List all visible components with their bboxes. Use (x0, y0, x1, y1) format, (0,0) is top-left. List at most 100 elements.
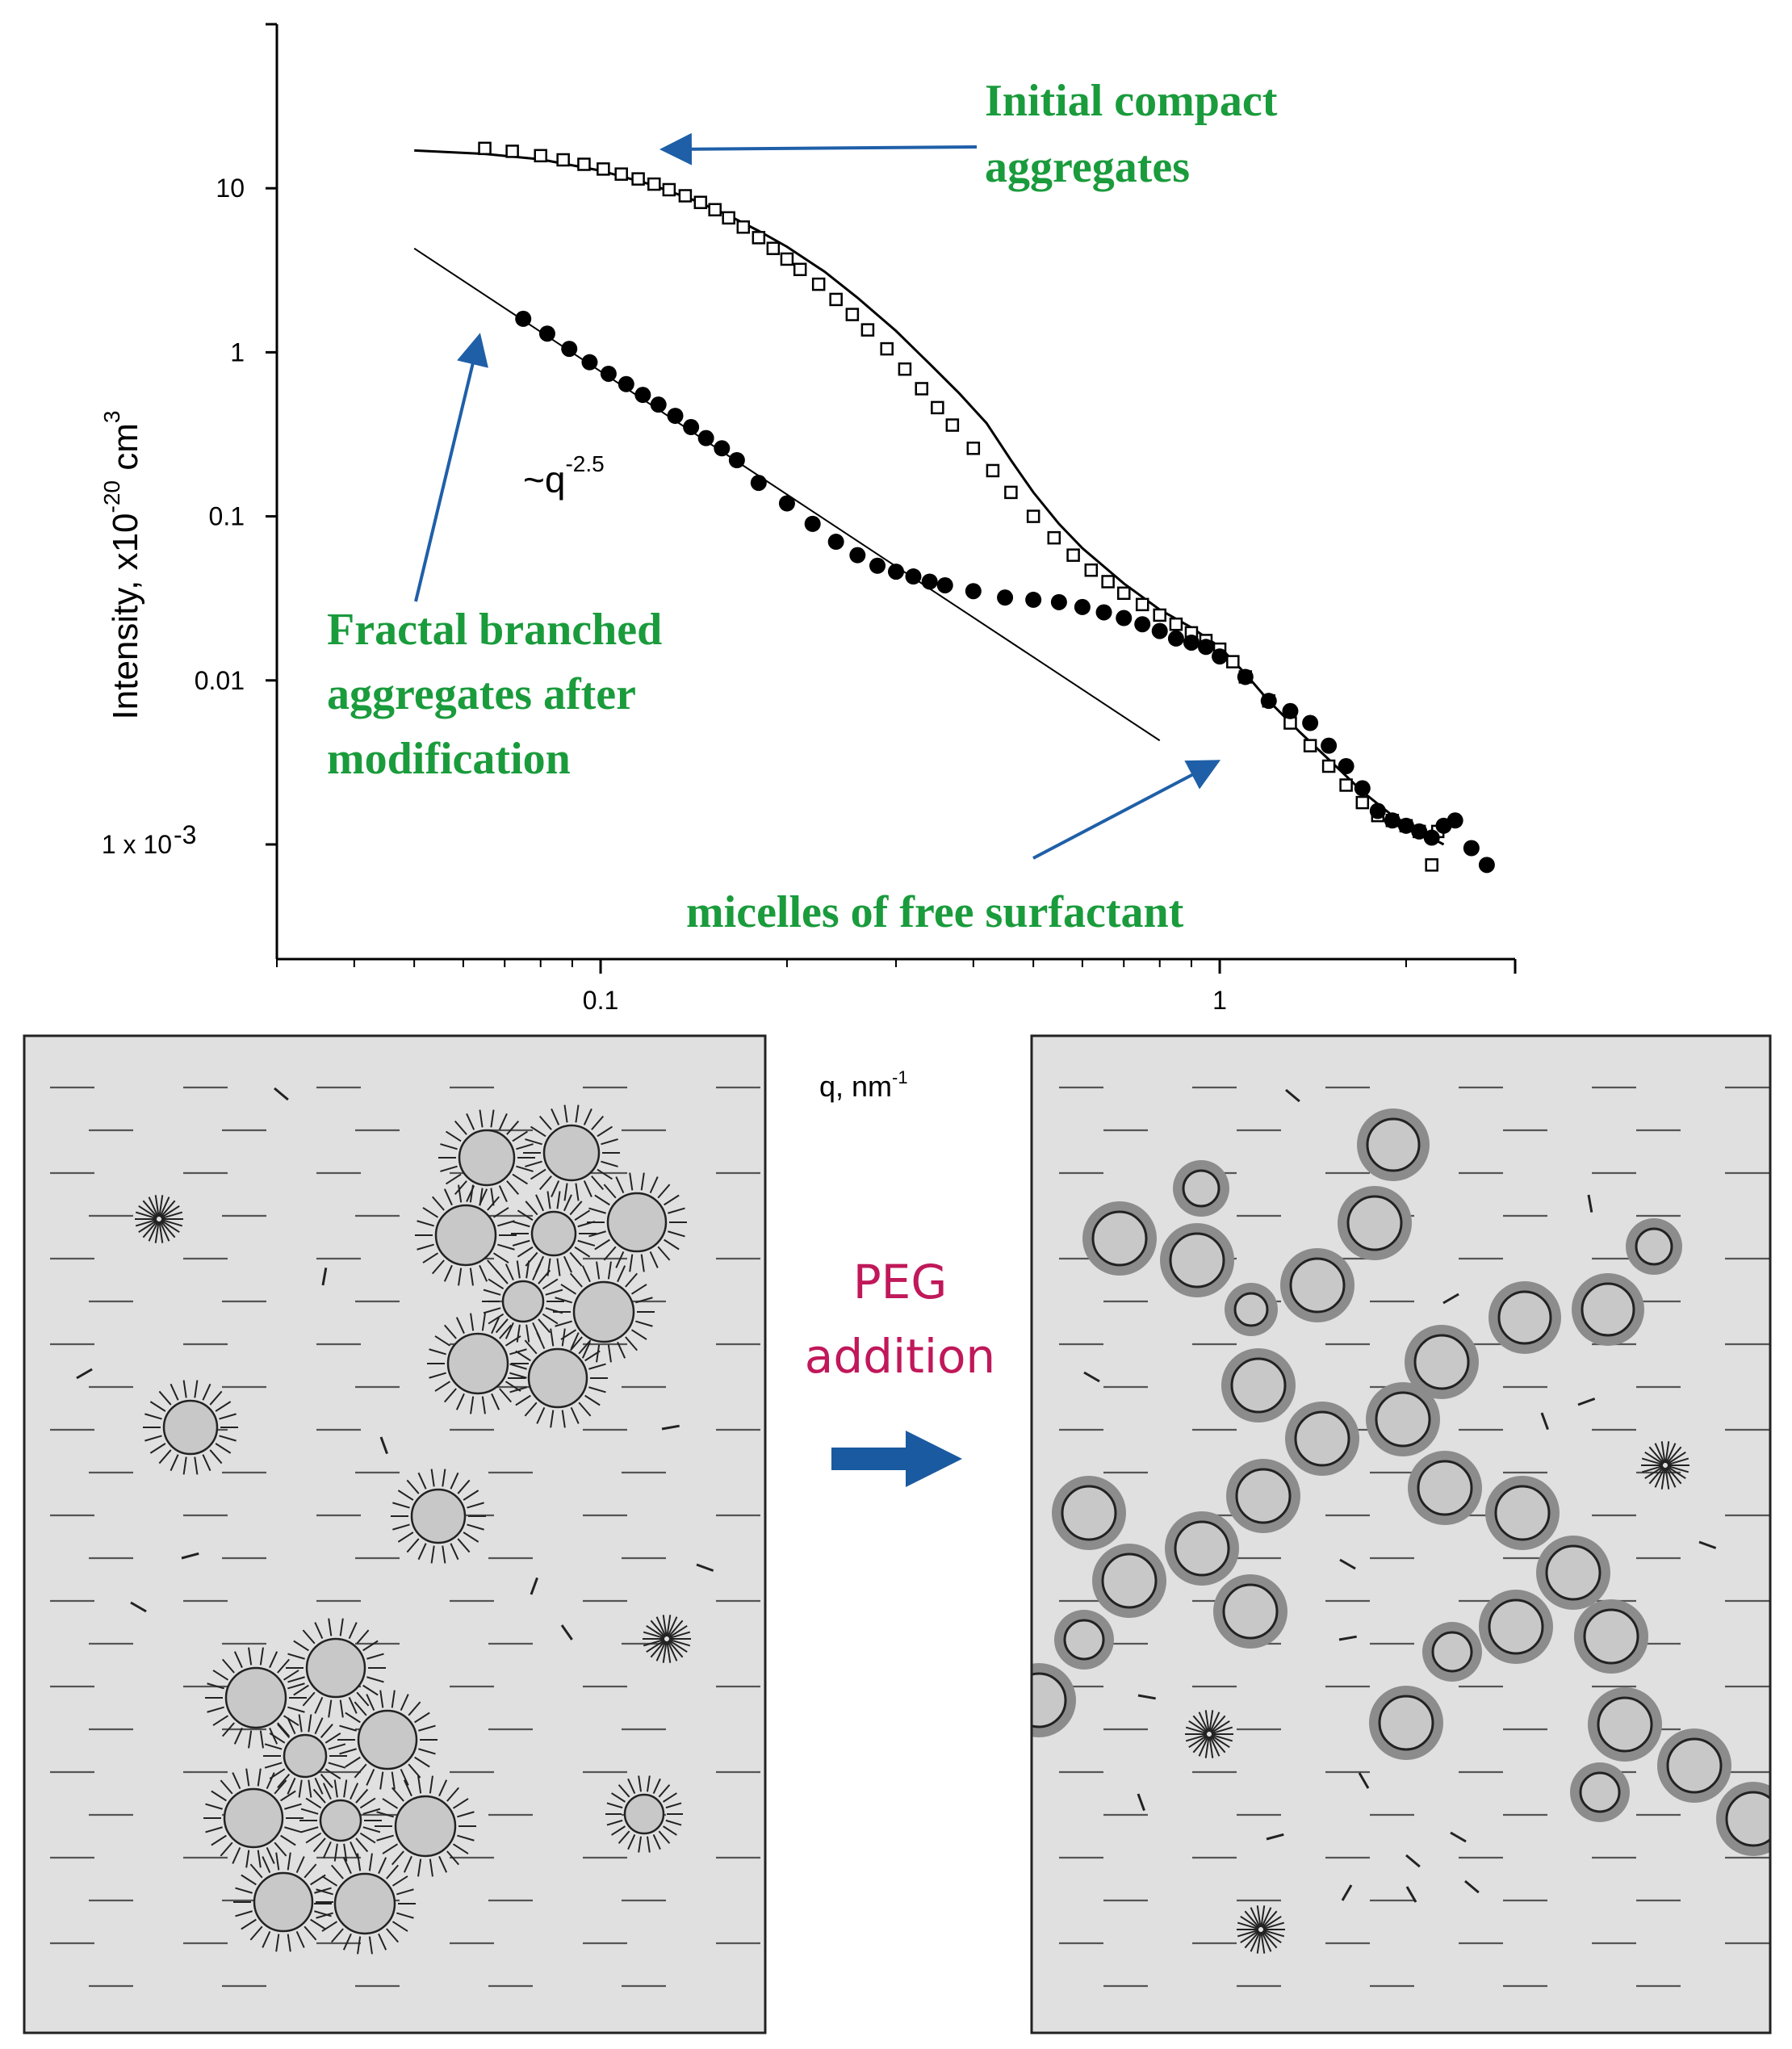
peg-coated-particle (1225, 1283, 1278, 1336)
data-point-square (829, 292, 843, 307)
data-point-square (1084, 563, 1099, 577)
arrow-micelles (1032, 760, 1221, 860)
free-surfactant-mark (1587, 1194, 1593, 1213)
data-point-circle (888, 564, 904, 580)
micelle (553, 1261, 655, 1363)
peg-coated-particle (1092, 1544, 1166, 1618)
data-point-circle (869, 557, 886, 574)
data-point-square (534, 149, 547, 163)
free-surfactant-mark (1405, 1886, 1417, 1903)
free-surfactant-mark (1137, 1694, 1156, 1700)
data-point-square (693, 195, 708, 209)
data-point-square (1066, 548, 1080, 562)
data-point-circle (778, 495, 795, 512)
arrow-fractal (414, 333, 488, 602)
powerlaw-line (413, 247, 1161, 742)
peg-coated-particle (1588, 1687, 1662, 1762)
data-point-circle (1025, 591, 1042, 608)
data-point-square (1101, 575, 1115, 589)
data-point-square (1153, 608, 1166, 622)
micelle (523, 1104, 620, 1201)
peg-coated-particle (1173, 1160, 1229, 1217)
data-point-square (915, 382, 928, 396)
data-point-circle (750, 475, 767, 492)
data-point-circle (1116, 610, 1133, 626)
initial-aggregates-series (478, 141, 1445, 872)
peg-addition-indicator: PEG addition (805, 1255, 995, 1487)
free-surfactant-mark (274, 1087, 289, 1101)
free-micelle-icon (135, 1195, 183, 1243)
initial-aggregates-label-line1: Initial compact (985, 76, 1278, 126)
y-tick-label: 10 (216, 174, 245, 203)
data-point-square (898, 362, 912, 376)
data-point-square (662, 182, 676, 197)
free-surfactant-mark (1358, 1772, 1370, 1789)
data-point-square (1226, 655, 1240, 668)
peg-coated-particle (1408, 1451, 1482, 1525)
free-surfactant-mark (1341, 1884, 1353, 1901)
free-surfactant-mark (1450, 1831, 1467, 1843)
data-point-circle (804, 515, 821, 532)
micelle (205, 1647, 307, 1749)
data-point-square (708, 203, 722, 217)
y-tick-label-exponent: -3 (174, 820, 196, 849)
left-panel (23, 1034, 767, 2034)
micelles-label: micelles of free surfactant (686, 887, 1184, 937)
free-surfactant-mark (1464, 1879, 1480, 1894)
data-point-square (577, 157, 591, 171)
free-surfactant-mark (1338, 1635, 1357, 1641)
micelle (438, 1109, 535, 1206)
micelle (263, 1714, 347, 1798)
data-point-circle (1212, 648, 1229, 665)
free-micelle-icon (1641, 1441, 1689, 1490)
data-point-square (631, 172, 645, 186)
data-point-circle (714, 440, 731, 457)
data-point-circle (997, 589, 1014, 606)
peg-coated-particle (1574, 1599, 1648, 1674)
data-point-square (1116, 586, 1131, 601)
data-point-circle (1423, 829, 1440, 846)
micelle (587, 1172, 687, 1272)
data-point-circle (1050, 593, 1067, 610)
right-panel (1030, 1034, 1772, 2034)
data-point-square (780, 252, 794, 266)
powerlaw-line-layer (413, 247, 1161, 742)
free-surfactant-mark (696, 1563, 714, 1572)
peg-coated-particle (1422, 1622, 1482, 1682)
plot-axes (275, 24, 1515, 961)
data-point-square (811, 277, 826, 291)
data-point-square (556, 153, 570, 167)
data-point-circle (1354, 780, 1371, 797)
data-point-square (505, 145, 519, 158)
free-surfactant-mark (321, 1268, 328, 1286)
data-point-square (1339, 778, 1353, 792)
data-point-square (1303, 739, 1317, 752)
data-point-circle (1321, 737, 1338, 754)
micelle (286, 1618, 386, 1718)
free-surfactant-mark (1339, 1558, 1356, 1570)
peg-coated-particle (1280, 1248, 1354, 1322)
data-point-square (736, 220, 751, 234)
tick-marks (266, 23, 1517, 974)
peg-coated-particle (1357, 1108, 1430, 1181)
data-point-circle (650, 396, 667, 413)
peg-coated-particle (1052, 1476, 1126, 1550)
micelle (233, 1852, 333, 1952)
peg-coated-particle (1488, 1281, 1561, 1354)
data-point-square (597, 162, 610, 176)
data-point-circle (1447, 812, 1463, 829)
peg-coated-particle (1054, 1610, 1114, 1670)
data-point-square (1026, 509, 1040, 523)
data-point-square (647, 177, 661, 191)
free-micelle-icon (643, 1615, 691, 1663)
free-surfactant-mark (181, 1552, 199, 1560)
data-point-circle (1095, 604, 1112, 621)
arrow-initial (659, 132, 978, 166)
peg-coated-particle (1160, 1223, 1234, 1297)
free-surfactant-mark (130, 1601, 147, 1613)
data-point-square (945, 418, 960, 432)
data-point-square (766, 241, 781, 255)
free-surfactant-mark (1405, 1854, 1421, 1868)
data-point-circle (1384, 812, 1401, 829)
data-point-square (1355, 795, 1370, 810)
